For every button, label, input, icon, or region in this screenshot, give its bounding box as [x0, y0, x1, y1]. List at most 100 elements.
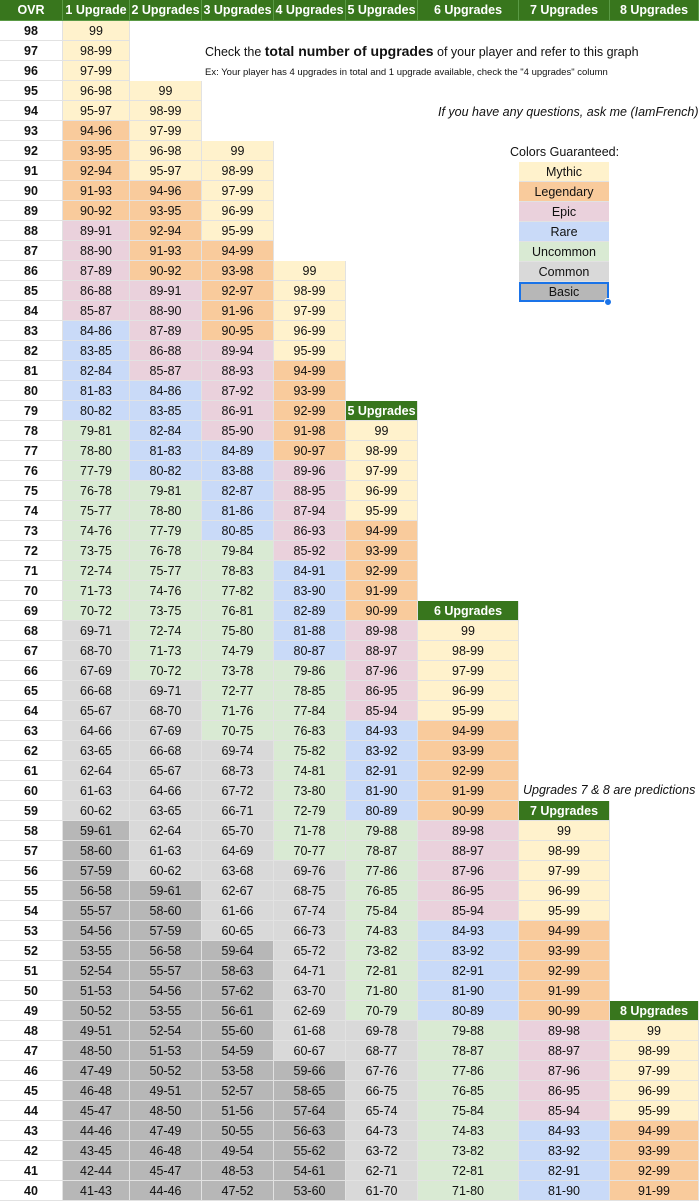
range-cell: 88-97 [346, 641, 418, 661]
column-header-2: 2 Upgrades [130, 0, 202, 21]
range-cell: 50-52 [130, 1061, 202, 1081]
range-cell: 94-96 [130, 181, 202, 201]
range-cell: 44-46 [63, 1121, 130, 1141]
range-cell: 86-88 [130, 341, 202, 361]
range-cell: 59-66 [274, 1061, 346, 1081]
range-cell: 91-96 [202, 301, 274, 321]
range-cell: 65-74 [346, 1101, 418, 1121]
range-cell: 63-72 [346, 1141, 418, 1161]
range-cell: 52-57 [202, 1081, 274, 1101]
range-cell: 42-44 [63, 1161, 130, 1181]
range-cell: 76-83 [274, 721, 346, 741]
legend-item-basic[interactable]: Basic [519, 282, 609, 302]
range-cell: 67-69 [63, 661, 130, 681]
range-cell: 98-99 [202, 161, 274, 181]
range-cell: 41-43 [63, 1181, 130, 1201]
range-cell: 99 [418, 621, 519, 641]
range-cell: 61-70 [346, 1181, 418, 1201]
range-cell: 93-99 [418, 741, 519, 761]
range-cell: 90-99 [519, 1001, 610, 1021]
range-cell: 98-99 [346, 441, 418, 461]
range-cell: 60-62 [130, 861, 202, 881]
range-cell: 86-88 [63, 281, 130, 301]
ovr-cell: 96 [0, 61, 63, 81]
ovr-cell: 56 [0, 861, 63, 881]
range-cell: 96-99 [610, 1081, 699, 1101]
range-cell: 50-55 [202, 1121, 274, 1141]
range-cell: 87-89 [63, 261, 130, 281]
range-cell: 74-83 [418, 1121, 519, 1141]
range-cell: 81-90 [519, 1181, 610, 1201]
range-cell: 76-78 [130, 541, 202, 561]
range-cell: 88-97 [519, 1041, 610, 1061]
range-cell: 93-99 [610, 1141, 699, 1161]
range-cell: 89-98 [346, 621, 418, 641]
range-cell: 76-85 [418, 1081, 519, 1101]
range-cell: 88-93 [202, 361, 274, 381]
range-cell: 61-66 [202, 901, 274, 921]
range-cell: 87-96 [519, 1061, 610, 1081]
ovr-cell: 40 [0, 1181, 63, 1201]
range-cell: 79-88 [418, 1021, 519, 1041]
range-cell: 62-67 [202, 881, 274, 901]
range-cell: 99 [346, 421, 418, 441]
range-cell: 80-87 [274, 641, 346, 661]
ovr-cell: 63 [0, 721, 63, 741]
range-cell: 92-94 [130, 221, 202, 241]
range-cell: 82-84 [130, 421, 202, 441]
inline-column-header: 5 Upgrades [346, 401, 418, 421]
range-cell: 55-62 [274, 1141, 346, 1161]
range-cell: 68-70 [63, 641, 130, 661]
range-cell: 81-83 [63, 381, 130, 401]
range-cell: 65-67 [130, 761, 202, 781]
range-cell: 91-99 [519, 981, 610, 1001]
ovr-cell: 86 [0, 261, 63, 281]
range-cell: 56-58 [130, 941, 202, 961]
column-header-6: 6 Upgrades [418, 0, 519, 21]
column-header-5: 5 Upgrades [346, 0, 418, 21]
range-cell: 46-48 [63, 1081, 130, 1101]
range-cell: 76-78 [63, 481, 130, 501]
range-cell: 68-73 [202, 761, 274, 781]
legend-item-mythic[interactable]: Mythic [519, 162, 609, 182]
range-cell: 79-88 [346, 821, 418, 841]
ovr-cell: 57 [0, 841, 63, 861]
range-cell: 53-55 [63, 941, 130, 961]
legend-item-legendary[interactable]: Legendary [519, 182, 609, 202]
range-cell: 88-97 [418, 841, 519, 861]
range-cell: 61-63 [130, 841, 202, 861]
range-cell: 91-93 [130, 241, 202, 261]
range-cell: 97-99 [418, 661, 519, 681]
legend-item-uncommon[interactable]: Uncommon [519, 242, 609, 262]
range-cell: 80-82 [130, 461, 202, 481]
range-cell: 80-89 [418, 1001, 519, 1021]
range-cell: 73-75 [63, 541, 130, 561]
legend-item-epic[interactable]: Epic [519, 202, 609, 222]
range-cell: 71-73 [130, 641, 202, 661]
range-cell: 73-75 [130, 601, 202, 621]
range-cell: 85-92 [274, 541, 346, 561]
range-cell: 47-49 [63, 1061, 130, 1081]
range-cell: 96-99 [274, 321, 346, 341]
range-cell: 62-71 [346, 1161, 418, 1181]
ovr-cell: 83 [0, 321, 63, 341]
legend-item-rare[interactable]: Rare [519, 222, 609, 242]
instruction-suffix: of your player and refer to this graph [433, 45, 639, 59]
range-cell: 77-79 [130, 521, 202, 541]
ovr-cell: 64 [0, 701, 63, 721]
range-cell: 88-95 [274, 481, 346, 501]
range-cell: 97-99 [610, 1061, 699, 1081]
range-cell: 95-99 [202, 221, 274, 241]
selection-handle[interactable] [604, 298, 612, 306]
range-cell: 49-54 [202, 1141, 274, 1161]
legend-item-common[interactable]: Common [519, 262, 609, 282]
range-cell: 54-56 [63, 921, 130, 941]
range-cell: 53-55 [130, 1001, 202, 1021]
range-cell: 63-65 [63, 741, 130, 761]
range-cell: 60-65 [202, 921, 274, 941]
range-cell: 91-99 [346, 581, 418, 601]
range-cell: 85-87 [63, 301, 130, 321]
range-cell: 99 [202, 141, 274, 161]
range-cell: 98-99 [130, 101, 202, 121]
ovr-cell: 53 [0, 921, 63, 941]
